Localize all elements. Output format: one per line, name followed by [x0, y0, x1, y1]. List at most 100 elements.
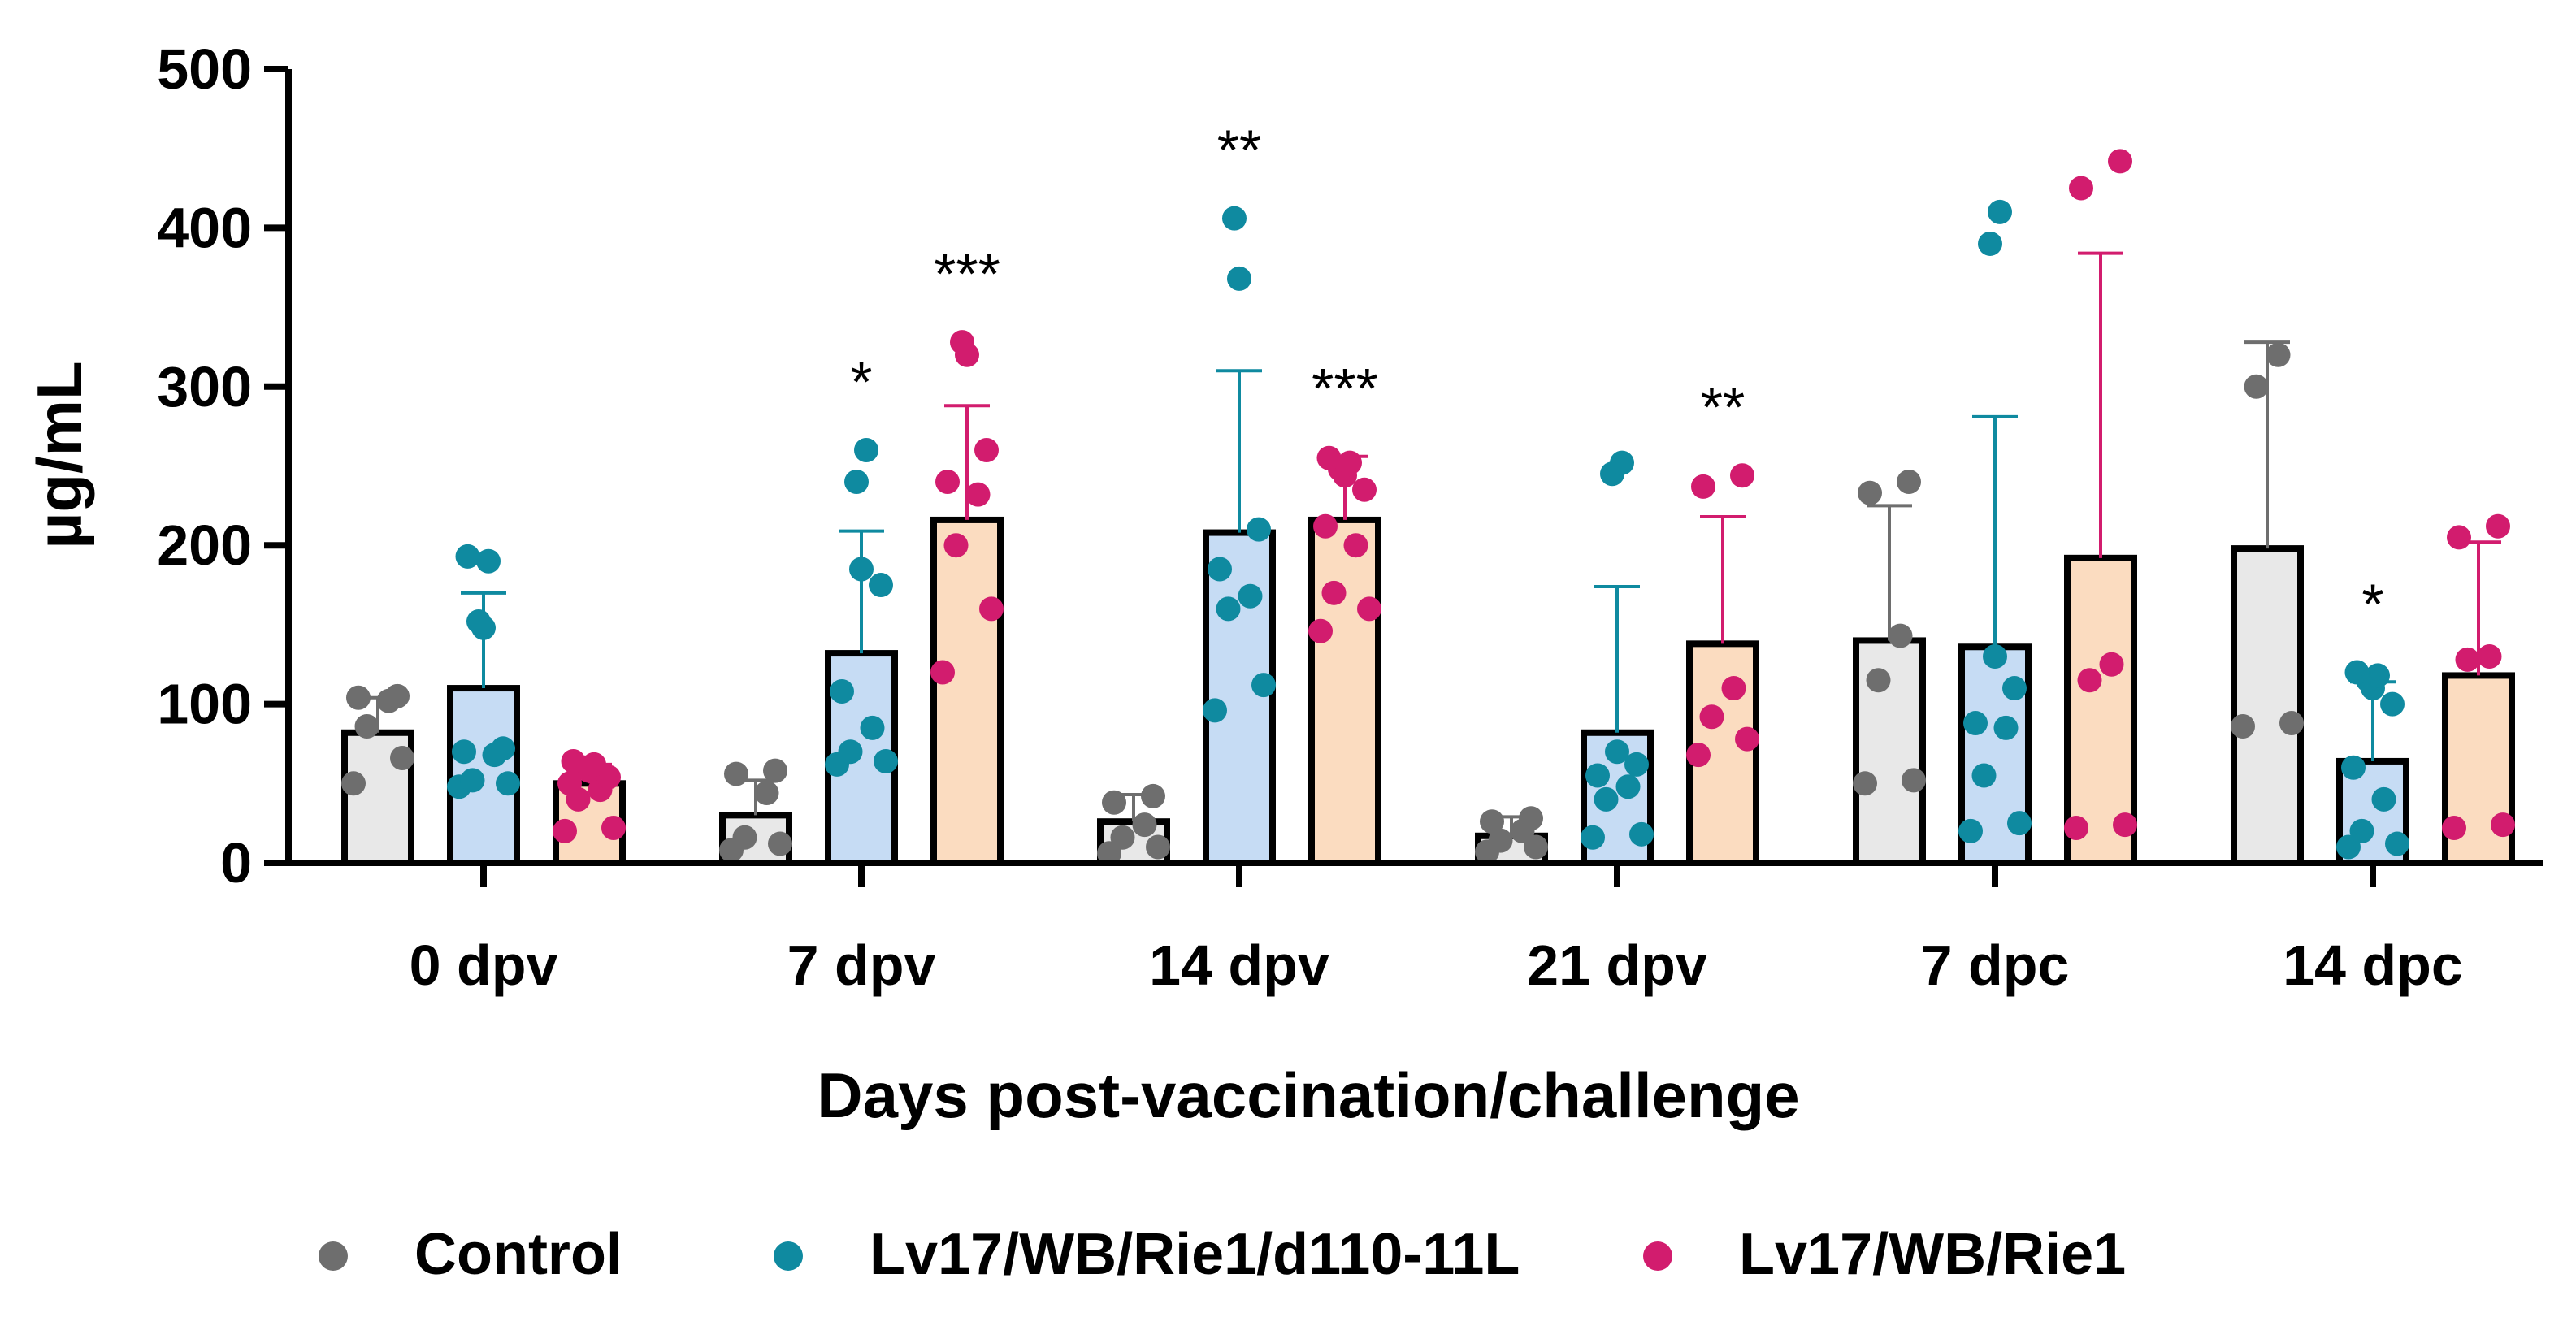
data-point: [2385, 831, 2409, 856]
data-point: [1316, 445, 1342, 470]
significance-marker: **: [1217, 119, 1261, 182]
bar: [1308, 516, 1381, 866]
data-point: [1993, 715, 2019, 740]
data-point: [2113, 812, 2137, 838]
data-point: [2231, 713, 2255, 739]
y-tick-label: 500: [157, 37, 252, 101]
data-point: [1208, 557, 1232, 582]
data-point: [1585, 763, 1610, 788]
data-point: [854, 437, 878, 462]
data-point: [385, 683, 410, 708]
data-point: [1488, 828, 1513, 853]
data-point: [1251, 673, 1276, 698]
legend-label: Lv17/WB/Rie1: [1739, 1222, 2126, 1287]
data-point: [1581, 825, 1605, 850]
y-tick-label: 300: [157, 355, 252, 418]
data-point: [2064, 816, 2088, 841]
data-point: [1988, 199, 2012, 224]
data-point: [1721, 676, 1746, 701]
data-point: [455, 544, 480, 569]
legend-marker: [319, 1242, 348, 1271]
y-axis-title: µg/mL: [24, 361, 95, 548]
data-point: [1897, 470, 1921, 495]
data-point: [1308, 618, 1333, 644]
data-point: [950, 330, 974, 355]
data-point: [1141, 783, 1165, 808]
data-point: [1686, 743, 1711, 768]
data-point: [582, 752, 606, 777]
data-point: [476, 548, 501, 574]
data-point: [553, 818, 577, 843]
points-layer: [341, 149, 2515, 866]
data-point: [1624, 752, 1649, 777]
y-tick-label: 0: [220, 831, 252, 895]
bar: [1853, 637, 1926, 866]
data-point: [724, 761, 748, 786]
data-point: [354, 713, 379, 739]
x-axis-title: Days post-vaccination/challenge: [817, 1060, 1799, 1131]
data-point: [1132, 812, 1157, 838]
data-point: [1338, 450, 1362, 475]
data-point: [860, 715, 885, 740]
data-point: [466, 609, 491, 634]
data-point: [1735, 726, 1759, 752]
data-point: [1610, 450, 1634, 475]
bars-layer: [341, 516, 2515, 867]
data-point: [830, 678, 854, 704]
x-tick-label: 21 dpv: [1527, 934, 1707, 997]
significance-marker: **: [1701, 375, 1745, 439]
data-point: [2099, 652, 2124, 677]
significance-layer: ********** **: [850, 119, 2383, 636]
data-point: [2007, 811, 2032, 836]
data-point: [754, 781, 779, 806]
data-point: [2266, 342, 2291, 367]
data-point: [1971, 763, 1997, 788]
data-point: [2244, 374, 2269, 399]
data-point: [1097, 841, 1121, 866]
data-point: [1615, 774, 1641, 800]
x-tick-label: 7 dpc: [1921, 934, 2070, 997]
data-point: [1983, 644, 2007, 669]
data-point: [1605, 739, 1629, 765]
data-point: [1352, 477, 1377, 502]
data-point: [2069, 176, 2093, 201]
data-point: [460, 768, 485, 793]
data-point: [1222, 206, 1247, 231]
data-point: [1888, 623, 1913, 648]
data-point: [768, 831, 792, 856]
data-point: [1357, 596, 1381, 622]
y-tick-label: 200: [157, 514, 252, 577]
data-point: [2486, 514, 2510, 539]
data-point: [1343, 533, 1368, 558]
data-point: [2477, 644, 2502, 669]
significance-marker: *: [2361, 573, 2383, 636]
data-point: [1519, 806, 1543, 831]
tick-labels: 0 100 200 300 400 500 0 dpv 7 dpv 14 dpv 21 dpv 7 …: [157, 37, 2463, 997]
data-point: [1594, 786, 1619, 812]
bar: [930, 516, 1004, 866]
data-point: [2442, 816, 2466, 841]
bar: [2231, 545, 2304, 866]
data-point: [1146, 834, 1170, 860]
data-point: [874, 748, 898, 774]
data-point: [732, 825, 757, 850]
plot-area: ********** **: [341, 119, 2515, 867]
data-point: [1958, 818, 1983, 843]
data-point: [1247, 517, 1271, 542]
data-point: [763, 758, 787, 783]
data-point: [2366, 663, 2390, 688]
data-point: [1853, 771, 1877, 796]
error-bars-layer: [355, 251, 2501, 836]
data-point: [452, 739, 476, 765]
data-point: [2279, 711, 2304, 736]
data-point: [2491, 812, 2515, 838]
data-point: [844, 470, 869, 495]
data-point: [601, 816, 626, 841]
data-point: [1227, 266, 1251, 291]
legend-marker: [1643, 1242, 1672, 1271]
data-point: [2002, 676, 2027, 701]
data-point: [2371, 786, 2396, 812]
data-point: [2344, 660, 2370, 685]
data-point: [1321, 580, 1347, 605]
data-point: [930, 660, 955, 685]
